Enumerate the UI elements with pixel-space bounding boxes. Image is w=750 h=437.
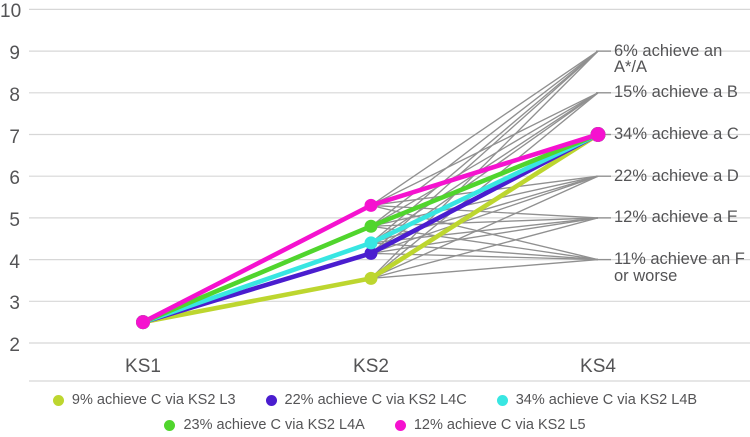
y-tick-label: 5	[9, 209, 20, 231]
ks2-point	[364, 198, 378, 212]
fan-line	[370, 92, 599, 206]
x-category-label: KS1	[125, 356, 161, 377]
ks2-point	[364, 236, 378, 250]
fan-line	[370, 175, 599, 279]
legend-item: 12% achieve C via KS2 L5	[394, 417, 586, 433]
ks2-point	[364, 246, 378, 260]
fan-line	[370, 204, 599, 219]
fan-line	[370, 217, 599, 255]
fan-line	[370, 258, 599, 280]
y-tick-label: 6	[9, 168, 20, 190]
legend-label: 9% achieve C via KS2 L3	[71, 392, 236, 408]
y-tick-label: 8	[9, 84, 20, 106]
y-tick-label: 4	[9, 251, 20, 273]
legend-row: 9% achieve C via KS2 L3 22% achieve C via…	[0, 393, 750, 408]
legend-swatch-icon	[265, 395, 277, 406]
y-tick-label: 2	[9, 335, 20, 356]
legend-label: 34% achieve C via KS2 L4B	[515, 392, 698, 408]
legend-item: 9% achieve C via KS2 L3	[52, 392, 236, 408]
fan-line	[370, 92, 599, 227]
fan-line	[370, 204, 599, 261]
ks2-point	[364, 219, 378, 233]
outcome-label: 11% achieve an F or worse	[614, 250, 745, 285]
fan-line	[370, 242, 599, 261]
outcome-label: 6% achieve an A*/A	[614, 41, 723, 77]
fan-line	[370, 175, 599, 227]
fan-line	[370, 50, 599, 254]
fan-line	[370, 92, 599, 254]
ks2-point	[364, 271, 378, 285]
y-tick-label: 9	[9, 43, 20, 65]
fan-line	[370, 50, 599, 206]
legend-label: 12% achieve C via KS2 L5	[413, 417, 586, 433]
fan-line	[370, 217, 599, 244]
ks4-point	[590, 127, 606, 142]
legend-label: 22% achieve C via KS2 L4C	[284, 392, 467, 408]
legend-swatch-icon	[496, 395, 508, 406]
fan-line	[370, 50, 599, 227]
legend-item: 22% achieve C via KS2 L4C	[265, 392, 467, 408]
y-tick-label: 3	[9, 293, 20, 315]
y-tick-label: 7	[9, 126, 20, 148]
outcome-label: 22% achieve a D	[614, 166, 739, 185]
fan-line	[370, 50, 599, 279]
legend-item: 23% achieve C via KS2 L4A	[164, 417, 365, 433]
fan-line	[370, 175, 599, 254]
outcome-label: 34% achieve a C	[614, 125, 739, 143]
y-tick-label: 10	[0, 1, 22, 23]
legend-swatch-icon	[52, 395, 64, 406]
legend-swatch-icon	[164, 420, 176, 431]
legend-row: 23% achieve C via KS2 L4A 12% achieve C v…	[0, 418, 750, 433]
legend-swatch-icon	[394, 420, 406, 431]
outcome-label: 15% achieve a B	[614, 83, 738, 102]
x-category-label: KS2	[353, 356, 389, 377]
ks1-point	[136, 315, 150, 330]
outcome-label: 12% achieve a E	[614, 208, 738, 227]
legend-item: 34% achieve C via KS2 L4B	[496, 392, 698, 408]
x-category-label: KS4	[580, 356, 616, 377]
legend-label: 23% achieve C via KS2 L4A	[183, 417, 365, 433]
fan-line	[370, 217, 599, 280]
